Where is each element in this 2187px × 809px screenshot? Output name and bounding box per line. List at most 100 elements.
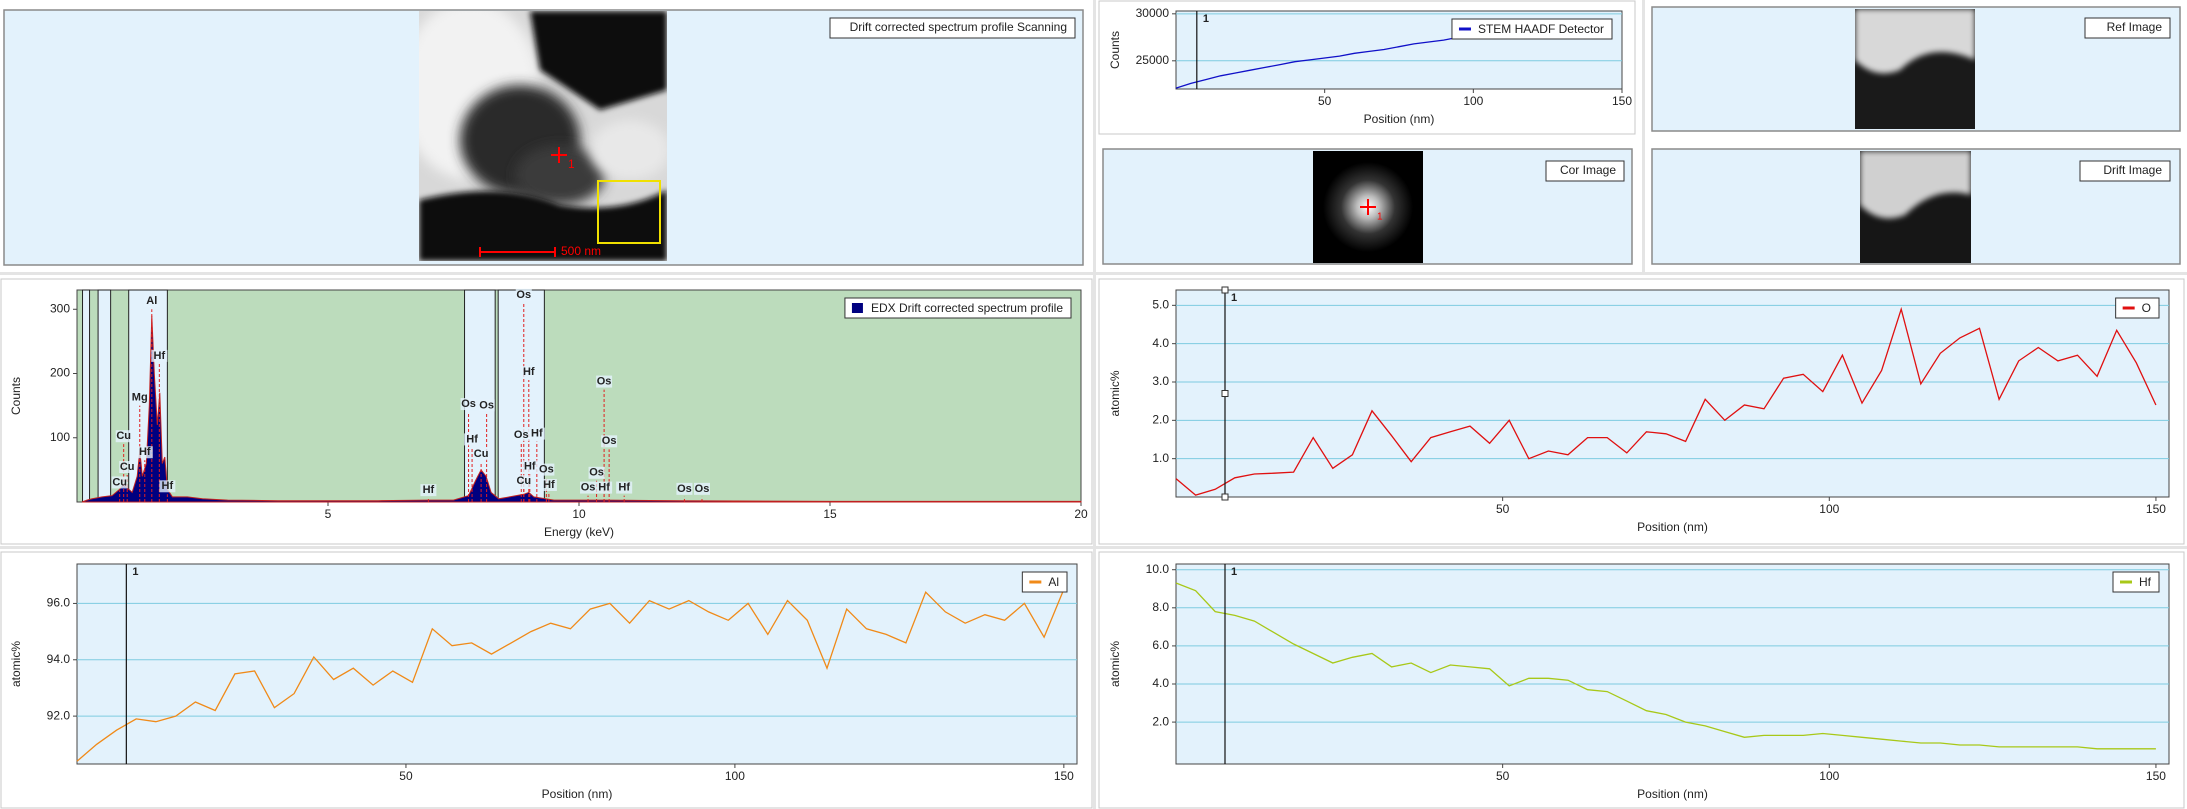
element-label-bg <box>676 482 693 495</box>
element-label: Os <box>514 429 529 441</box>
scale-bar-label: 500 nm <box>561 244 601 258</box>
y-axis-label: Counts <box>1108 31 1122 69</box>
element-label-bg <box>136 446 153 459</box>
element-label: Hf <box>139 446 151 458</box>
element-label-bg <box>143 295 160 308</box>
element-label-bg <box>521 460 538 473</box>
element-label-bg <box>601 435 618 448</box>
element-label-bg <box>596 481 613 494</box>
drift-image-panel: Drift Image <box>1651 148 2181 265</box>
element-label-bg <box>460 398 477 411</box>
element-label-bg <box>464 433 481 446</box>
legend-box <box>1451 18 1613 40</box>
element-label-bg <box>119 461 136 474</box>
series-line <box>1175 306 2157 496</box>
y-tick-label: 96.0 <box>47 596 71 610</box>
legend-box <box>2112 571 2160 593</box>
element-label: Hf <box>543 479 555 491</box>
element-label-bg <box>420 484 437 497</box>
legend: EDX Drift corrected spectrum profile <box>844 297 1072 319</box>
chart: 100 200 300 5 10 15 20 Energy (keV) Counts Al Hf Mg… <box>9 289 1088 539</box>
x-tick-label: 150 <box>2146 502 2166 516</box>
cursor-label: 1 <box>1231 292 1237 304</box>
element-label-bg <box>540 479 557 492</box>
element-label-bg <box>693 482 710 495</box>
legend: STEM HAADF Detector <box>1451 18 1613 40</box>
x-axis-label: Position (nm) <box>1637 787 1708 801</box>
legend-label: EDX Drift corrected spectrum profile <box>871 301 1063 315</box>
y-tick-label: 2.0 <box>1152 714 1169 728</box>
x-tick-label: 5 <box>325 507 332 521</box>
x-tick-label: 50 <box>1318 94 1332 108</box>
element-label-bg <box>596 375 613 388</box>
element-label: Os <box>581 481 596 493</box>
panel-label: Drift corrected spectrum profile Scannin… <box>850 20 1067 34</box>
plot-area <box>76 563 1078 765</box>
x-tick-label: 100 <box>1819 769 1839 783</box>
plot-area <box>76 289 1082 503</box>
x-tick-label: 10 <box>572 507 586 521</box>
element-label: Hf <box>618 481 630 493</box>
panel-label: Drift Image <box>2103 163 2162 177</box>
panel-label: Ref Image <box>2107 20 2163 34</box>
legend-box <box>2115 297 2160 319</box>
chart: 92.0 94.0 96.0 50 100 150 Position (nm) atomic%… <box>9 563 1078 801</box>
element-label-bg <box>111 476 128 489</box>
spectrum-area <box>81 315 1082 503</box>
legend: Hf <box>2112 571 2160 593</box>
legend-box <box>1021 571 1068 593</box>
legend-swatch <box>851 303 863 313</box>
x-axis-label: Position (nm) <box>542 787 613 801</box>
element-label: Os <box>539 463 554 475</box>
element-label: Cu <box>516 475 531 487</box>
x-tick-label: 15 <box>823 507 837 521</box>
element-label-bg <box>131 391 148 404</box>
y-tick-label: 4.0 <box>1152 336 1169 350</box>
y-tick-label: 200 <box>50 366 70 380</box>
drift-image <box>1860 151 1971 263</box>
element-label: Hf <box>598 481 610 493</box>
scan-image <box>419 11 667 261</box>
cursor-label: 1 <box>132 566 138 578</box>
series-line <box>76 589 1065 762</box>
x-axis-label: Position (nm) <box>1364 112 1435 126</box>
series-line <box>1175 582 2156 750</box>
plot-area <box>1175 289 2170 498</box>
element-label: Hf <box>524 460 536 472</box>
y-tick-label: 3.0 <box>1152 374 1169 388</box>
ref-image-panel: Ref Image <box>1651 6 2181 132</box>
ref-image <box>1855 9 1975 129</box>
panel-label-box <box>2084 17 2171 39</box>
y-tick-label: 4.0 <box>1152 676 1169 690</box>
element-label: Cu <box>474 448 489 460</box>
y-axis-label: atomic% <box>1108 370 1122 416</box>
y-axis-label: atomic% <box>1108 641 1122 687</box>
legend-label: Al <box>1048 575 1059 589</box>
legend: Al <box>1021 571 1068 593</box>
element-label-bg <box>515 475 532 488</box>
element-label-bg <box>515 288 532 301</box>
x-tick-label: 100 <box>1819 502 1839 516</box>
element-label: Os <box>589 467 604 479</box>
element-label-bg <box>616 481 633 494</box>
y-tick-label: 1.0 <box>1152 451 1169 465</box>
separator <box>1642 0 1645 272</box>
marker-label: 1 <box>1377 212 1383 223</box>
y-tick-label: 92.0 <box>47 708 71 722</box>
legend-label: STEM HAADF Detector <box>1478 22 1604 36</box>
element-label: Os <box>461 398 476 410</box>
x-tick-label: 100 <box>725 769 745 783</box>
element-label: Cu <box>120 461 135 473</box>
legend: O <box>2115 297 2160 319</box>
element-label-bg <box>159 480 176 493</box>
plot-area <box>1175 563 2170 765</box>
panel-label: Cor Image <box>1560 163 1616 177</box>
legend-box <box>844 297 1072 319</box>
y-tick-label: 25000 <box>1136 53 1170 67</box>
element-label-bg <box>528 427 545 440</box>
x-axis-label: Position (nm) <box>1637 520 1708 534</box>
element-label: Mg <box>132 392 148 404</box>
x-tick-label: 50 <box>1496 502 1510 516</box>
x-tick-label: 100 <box>1463 94 1483 108</box>
